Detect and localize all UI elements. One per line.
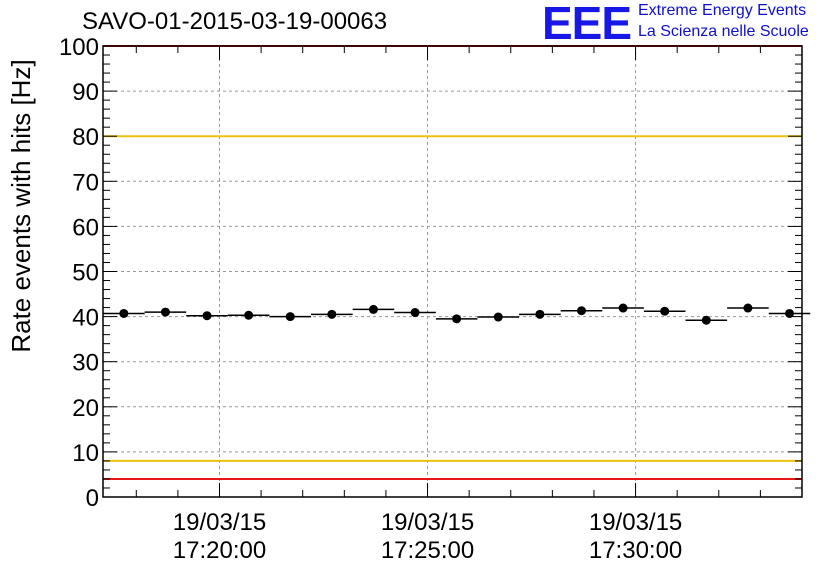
x-tick-label-date: 19/03/15 [173, 509, 266, 536]
data-point [244, 310, 254, 320]
data-point [535, 309, 545, 319]
y-tick-label: 10 [72, 440, 99, 467]
data-point [785, 308, 795, 318]
data-point [327, 309, 337, 319]
data-point [160, 307, 170, 317]
y-tick-label: 70 [72, 169, 99, 196]
data-point [743, 303, 753, 313]
y-tick-label: 60 [72, 214, 99, 241]
data-point [452, 314, 462, 324]
logo-subtitle-1: Extreme Energy Events [638, 2, 807, 19]
y-tick-labels: 0 10 20 30 40 50 60 70 80 90 100 [59, 34, 99, 512]
y-axis-label: Rate events with hits [Hz] [6, 59, 36, 352]
data-point [701, 315, 711, 325]
data-point [202, 311, 212, 321]
y-tick-label: 40 [72, 305, 99, 332]
reference-lines [103, 45, 802, 480]
x-tick-label-date: 19/03/15 [589, 509, 682, 536]
x-tick-labels: 19/03/1517:20:0019/03/1517:25:0019/03/15… [173, 509, 682, 564]
y-tick-label: 0 [86, 485, 99, 512]
chart-title: SAVO-01-2015-03-19-00063 [82, 8, 388, 35]
data-point [660, 306, 670, 316]
axis-ticks [103, 45, 803, 498]
data-point [410, 308, 420, 318]
x-tick-label-time: 17:20:00 [173, 537, 266, 564]
y-tick-label: 90 [72, 79, 99, 106]
data-point [576, 306, 586, 316]
data-point [119, 308, 129, 318]
grid-lines [103, 46, 802, 497]
data-points [103, 303, 811, 325]
data-point [368, 304, 378, 314]
y-tick-label: 30 [72, 350, 99, 377]
data-point [285, 312, 295, 322]
eee-logo: EEE [542, 0, 632, 49]
data-point [493, 312, 503, 322]
x-tick-label-time: 17:25:00 [381, 537, 474, 564]
y-tick-label: 20 [72, 395, 99, 422]
x-tick-label-time: 17:30:00 [589, 537, 682, 564]
y-tick-label: 80 [72, 124, 99, 151]
logo-subtitle-2: La Scienza nelle Scuole [638, 23, 809, 40]
x-tick-label-date: 19/03/15 [381, 509, 474, 536]
data-point [618, 303, 628, 313]
y-tick-label: 100 [59, 34, 99, 61]
y-tick-label: 50 [72, 260, 99, 287]
